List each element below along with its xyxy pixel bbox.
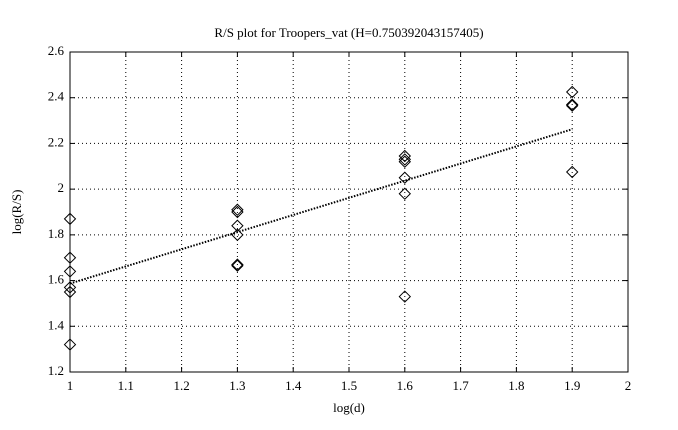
data-point bbox=[398, 155, 412, 168]
data-point bbox=[565, 98, 579, 111]
y-tick-label: 1.4 bbox=[48, 317, 65, 332]
y-tick-label: 2.4 bbox=[48, 89, 65, 104]
x-tick-label: 1.3 bbox=[229, 378, 245, 393]
data-point bbox=[231, 228, 244, 242]
x-axis-label: log(d) bbox=[333, 400, 365, 415]
data-point bbox=[565, 85, 579, 99]
data-point bbox=[398, 171, 412, 184]
data-point bbox=[231, 258, 244, 271]
data-point bbox=[231, 205, 244, 219]
chart-title: R/S plot for Troopers_vat (H=0.750392043… bbox=[214, 25, 483, 40]
data-point bbox=[398, 290, 412, 303]
x-tick-label: 1.2 bbox=[173, 378, 189, 393]
y-tick-label: 2.2 bbox=[48, 134, 64, 149]
plot-frame bbox=[69, 51, 629, 373]
data-point bbox=[63, 281, 77, 294]
x-tick-label: 1.8 bbox=[508, 378, 524, 393]
data-point bbox=[398, 153, 412, 166]
x-tick-label: 1.9 bbox=[564, 378, 580, 393]
data-point bbox=[63, 285, 77, 299]
x-tick-label: 1.1 bbox=[118, 378, 134, 393]
data-point bbox=[565, 165, 579, 179]
data-point bbox=[63, 212, 77, 226]
data-point bbox=[231, 219, 244, 232]
data-point bbox=[565, 99, 579, 112]
data-point bbox=[63, 338, 77, 351]
y-tick-label: 1.8 bbox=[48, 226, 64, 241]
data-point bbox=[231, 203, 244, 216]
x-tick-label: 1 bbox=[67, 378, 74, 393]
y-tick-label: 1.6 bbox=[48, 272, 65, 287]
x-tick-label: 1.5 bbox=[341, 378, 357, 393]
x-tick-label: 1.4 bbox=[285, 378, 302, 393]
data-point bbox=[398, 187, 412, 200]
y-tick-label: 1.2 bbox=[48, 363, 64, 378]
data-point bbox=[231, 259, 244, 272]
y-tick-label: 2.6 bbox=[48, 43, 65, 58]
data-point bbox=[63, 251, 77, 264]
data-point bbox=[398, 149, 412, 163]
y-tick-label: 2 bbox=[58, 180, 65, 195]
data-point bbox=[63, 265, 77, 278]
x-tick-label: 1.7 bbox=[452, 378, 469, 393]
fit-line bbox=[69, 128, 573, 285]
y-axis-label: log(R/S) bbox=[9, 190, 24, 235]
x-tick-label: 1.6 bbox=[397, 378, 414, 393]
x-tick-label: 2 bbox=[625, 378, 632, 393]
